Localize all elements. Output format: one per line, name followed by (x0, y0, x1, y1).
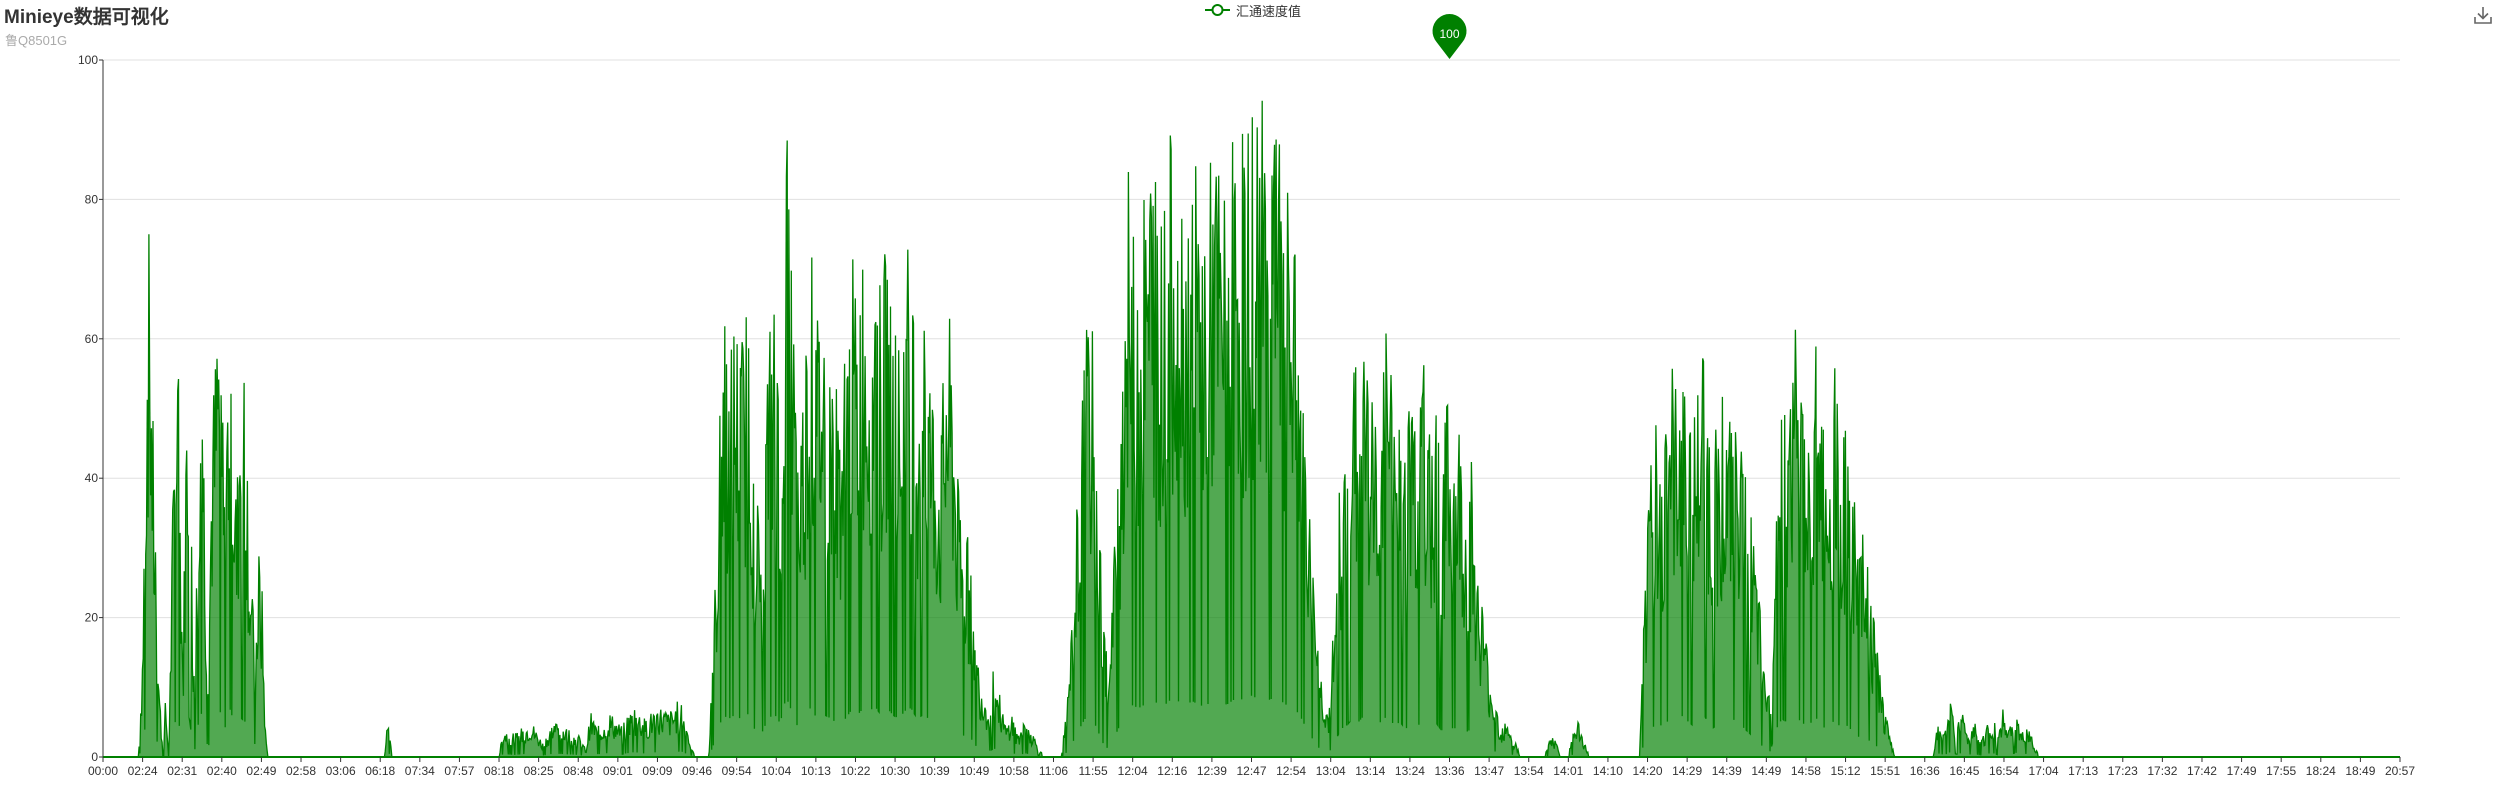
x-tick-label: 17:49 (2227, 764, 2257, 778)
x-tick-label: 17:55 (2266, 764, 2296, 778)
y-tick-label: 60 (85, 332, 99, 346)
x-tick-label: 07:57 (444, 764, 474, 778)
x-tick-label: 07:34 (405, 764, 435, 778)
x-tick-label: 10:30 (880, 764, 910, 778)
x-tick-label: 16:36 (1910, 764, 1940, 778)
x-tick-label: 00:00 (88, 764, 118, 778)
x-tick-label: 13:54 (1514, 764, 1544, 778)
x-tick-label: 09:54 (722, 764, 752, 778)
y-tick-label: 80 (85, 192, 99, 206)
x-tick-label: 14:39 (1712, 764, 1742, 778)
x-tick-label: 20:57 (2385, 764, 2415, 778)
x-tick-label: 12:54 (1276, 764, 1306, 778)
x-tick-label: 10:58 (999, 764, 1029, 778)
y-tick-label: 20 (85, 611, 99, 625)
x-tick-label: 14:01 (1553, 764, 1583, 778)
x-tick-label: 10:22 (840, 764, 870, 778)
x-tick-label: 17:42 (2187, 764, 2217, 778)
x-tick-label: 02:31 (167, 764, 197, 778)
legend-item-speed[interactable]: 汇通速度值 (1205, 0, 1301, 20)
x-tick-label: 02:24 (128, 764, 158, 778)
max-mark-point: 100 (1432, 14, 1467, 59)
x-tick-label: 10:49 (959, 764, 989, 778)
x-tick-label: 09:46 (682, 764, 712, 778)
x-tick-label: 14:58 (1791, 764, 1821, 778)
x-tick-label: 13:14 (1355, 764, 1385, 778)
x-tick-label: 18:49 (2345, 764, 2375, 778)
x-tick-label: 11:06 (1039, 764, 1068, 778)
x-tick-label: 16:54 (1989, 764, 2019, 778)
x-tick-label: 14:10 (1593, 764, 1623, 778)
x-tick-label: 15:12 (1831, 764, 1861, 778)
x-tick-label: 17:04 (2029, 764, 2059, 778)
x-tick-label: 03:06 (326, 764, 356, 778)
y-tick-label: 0 (91, 750, 98, 764)
x-tick-label: 10:13 (801, 764, 831, 778)
x-tick-label: 13:36 (1435, 764, 1465, 778)
x-tick-label: 11:55 (1079, 764, 1108, 778)
x-tick-label: 13:24 (1395, 764, 1425, 778)
max-pin-shape (1432, 14, 1467, 59)
legend-label: 汇通速度值 (1236, 3, 1302, 19)
x-tick-label: 09:01 (603, 764, 633, 778)
x-tick-label: 14:29 (1672, 764, 1702, 778)
x-tick-label: 16:45 (1949, 764, 1979, 778)
chart-subtitle: 鲁Q8501G (5, 33, 68, 48)
x-tick-label: 02:40 (207, 764, 237, 778)
x-tick-label: 08:25 (524, 764, 554, 778)
x-tick-label: 14:49 (1751, 764, 1781, 778)
y-tick-label: 100 (78, 53, 98, 67)
download-icon[interactable] (2472, 4, 2494, 26)
x-tick-label: 02:49 (246, 764, 276, 778)
x-tick-label: 17:13 (2068, 764, 2098, 778)
y-tick-label: 40 (85, 471, 99, 485)
x-tick-label: 12:47 (1236, 764, 1266, 778)
x-tick-label: 18:24 (2306, 764, 2336, 778)
x-tick-label: 08:48 (563, 764, 593, 778)
x-tick-label: 10:39 (920, 764, 950, 778)
x-tick-label: 06:18 (365, 764, 395, 778)
x-tick-label: 12:04 (1118, 764, 1148, 778)
x-tick-label: 12:39 (1197, 764, 1227, 778)
legend-line-circle-icon (1205, 4, 1230, 16)
x-tick-label: 02:58 (286, 764, 316, 778)
series-area (103, 100, 2400, 758)
x-tick-label: 10:04 (761, 764, 791, 778)
markers: 100 (1432, 14, 1467, 59)
x-tick-label: 13:47 (1474, 764, 1504, 778)
x-tick-label: 17:32 (2147, 764, 2177, 778)
x-tick-label: 12:16 (1157, 764, 1187, 778)
chart-title: Minieye数据可视化 (4, 7, 169, 28)
x-tick-label: 09:09 (642, 764, 672, 778)
x-tick-label: 08:18 (484, 764, 514, 778)
axes: 0 20 40 60 80 100 00:00 02:24 02:31 02:40 02:49 02:… (78, 53, 2415, 778)
x-tick-label: 13:04 (1316, 764, 1346, 778)
x-tick-label: 15:51 (1870, 764, 1900, 778)
max-pin-label: 100 (1440, 27, 1460, 41)
x-tick-label: 14:20 (1633, 764, 1663, 778)
x-tick-label: 17:23 (2108, 764, 2138, 778)
